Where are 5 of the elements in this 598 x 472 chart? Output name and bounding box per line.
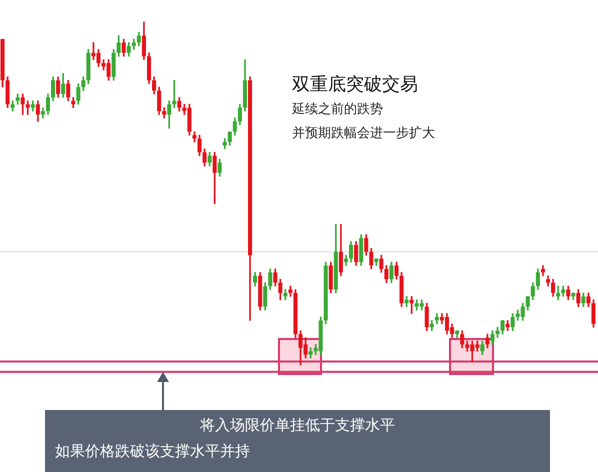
text: 延续之前的跌势 <box>292 101 383 119</box>
text: 如果价格跌破该支撑水平并持 <box>55 442 250 461</box>
text: 双重底突破交易 <box>292 73 418 96</box>
annotation: 并预期跌幅会进一步扩大 <box>292 125 435 143</box>
text: 将入场限价单挂低于支撑水平 <box>199 416 396 435</box>
